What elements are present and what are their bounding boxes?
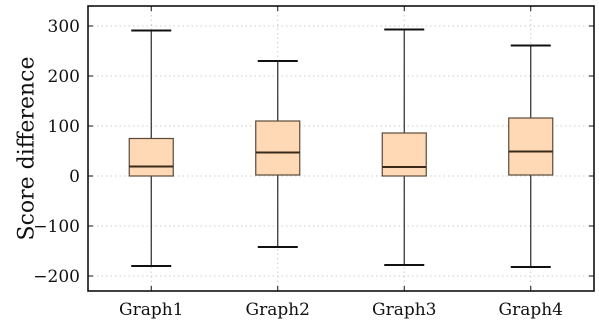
box-graph1 xyxy=(128,29,174,267)
x-tick-label: Graph1 xyxy=(119,300,184,320)
y-tick-label: −100 xyxy=(33,217,80,237)
y-tick-label: 200 xyxy=(48,67,80,87)
y-tick-label: 100 xyxy=(48,117,80,137)
iqr-box xyxy=(508,117,554,176)
y-axis-label: Score difference xyxy=(15,57,40,241)
x-tick-label: Graph2 xyxy=(246,300,311,320)
box-graph2 xyxy=(255,60,301,248)
box-series xyxy=(128,28,554,268)
x-axis-ticks: Graph1 Graph2 Graph3 Graph4 xyxy=(119,6,563,320)
box-graph4 xyxy=(508,44,554,268)
y-tick-label: 0 xyxy=(69,167,80,187)
plot-frame xyxy=(87,5,595,292)
box-graph3 xyxy=(381,28,427,266)
iqr-box xyxy=(128,137,174,177)
x-tick-label: Graph3 xyxy=(372,300,437,320)
y-tick-label: −200 xyxy=(33,267,80,287)
y-tick-label: 300 xyxy=(48,17,80,37)
gridlines xyxy=(88,6,594,291)
x-tick-label: Graph4 xyxy=(499,300,564,320)
iqr-box xyxy=(381,132,427,177)
y-axis-ticks: 300 200 100 0 −100 −200 xyxy=(33,17,594,287)
iqr-box xyxy=(255,120,301,176)
